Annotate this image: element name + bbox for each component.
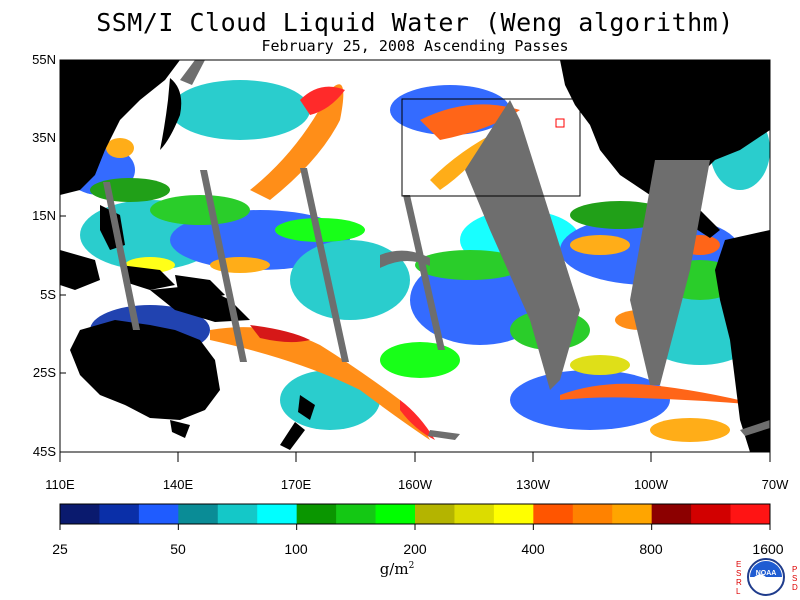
lon-label-170e: 170E bbox=[280, 477, 312, 492]
svg-text:NOAA: NOAA bbox=[756, 570, 777, 577]
colorbar-label-100: 100 bbox=[284, 541, 308, 557]
cloud-water-field bbox=[60, 60, 770, 452]
colorbar-label-200: 200 bbox=[403, 541, 427, 557]
noaa-emblem-icon: NOAA bbox=[747, 558, 785, 596]
no-data-swaths bbox=[103, 60, 770, 440]
lon-label-140e: 140E bbox=[162, 477, 194, 492]
colorbar-swatch bbox=[138, 504, 179, 524]
colorbar-swatch bbox=[178, 504, 219, 524]
logo-left-letters: E S R L bbox=[736, 560, 742, 596]
lon-label-160w: 160W bbox=[398, 477, 432, 492]
colorbar-label-1600: 1600 bbox=[752, 541, 784, 557]
lat-label-15n: 15N bbox=[32, 208, 56, 223]
colorbar-swatch bbox=[572, 504, 613, 524]
colorbar-swatch bbox=[375, 504, 416, 524]
colorbar-swatch bbox=[60, 504, 100, 524]
colorbar-label-25: 25 bbox=[52, 541, 68, 557]
colorbar-swatch bbox=[336, 504, 376, 524]
logo-right-letters: P S D bbox=[792, 565, 798, 592]
colorbar bbox=[59, 503, 771, 530]
noaa-logo: E S R L NOAA P S D bbox=[736, 557, 798, 599]
land bbox=[60, 60, 770, 452]
colorbar-swatch bbox=[730, 504, 771, 524]
region-marker bbox=[555, 118, 565, 128]
lon-label-70w: 70W bbox=[761, 477, 789, 492]
colorbar-swatch bbox=[415, 504, 455, 524]
colorbar-label-50: 50 bbox=[170, 541, 186, 557]
colorbar-swatch bbox=[257, 504, 298, 524]
lat-label-45s: 45S bbox=[32, 444, 56, 459]
colorbar-swatch bbox=[493, 504, 534, 524]
colorbar-label-400: 400 bbox=[521, 541, 545, 557]
lat-label-5s: 5S bbox=[40, 287, 56, 302]
lat-label-25s: 25S bbox=[32, 365, 56, 380]
colorbar-swatch bbox=[217, 504, 258, 524]
chart-subtitle: February 25, 2008 Ascending Passes bbox=[261, 37, 569, 55]
lon-ticks bbox=[59, 452, 771, 462]
colorbar-swatch bbox=[99, 504, 140, 524]
colorbar-swatch bbox=[533, 504, 574, 524]
colorbar-label-800: 800 bbox=[639, 541, 663, 557]
lon-label-110e: 110E bbox=[45, 477, 75, 492]
colorbar-swatch bbox=[651, 504, 692, 524]
colorbar-units: g/m2 bbox=[379, 560, 415, 578]
lon-label-130w: 130W bbox=[516, 477, 550, 492]
lon-label-100w: 100W bbox=[634, 477, 668, 492]
lat-label-35n: 35N bbox=[32, 130, 56, 145]
colorbar-swatch bbox=[296, 504, 337, 524]
region-box bbox=[401, 98, 581, 197]
chart-title: SSM/I Cloud Liquid Water (Weng algorithm… bbox=[96, 8, 734, 37]
lat-ticks bbox=[60, 59, 66, 453]
lat-label-55n: 55N bbox=[32, 52, 56, 67]
colorbar-swatch bbox=[454, 504, 495, 524]
colorbar-swatch bbox=[691, 504, 731, 524]
colorbar-swatch bbox=[612, 504, 653, 524]
